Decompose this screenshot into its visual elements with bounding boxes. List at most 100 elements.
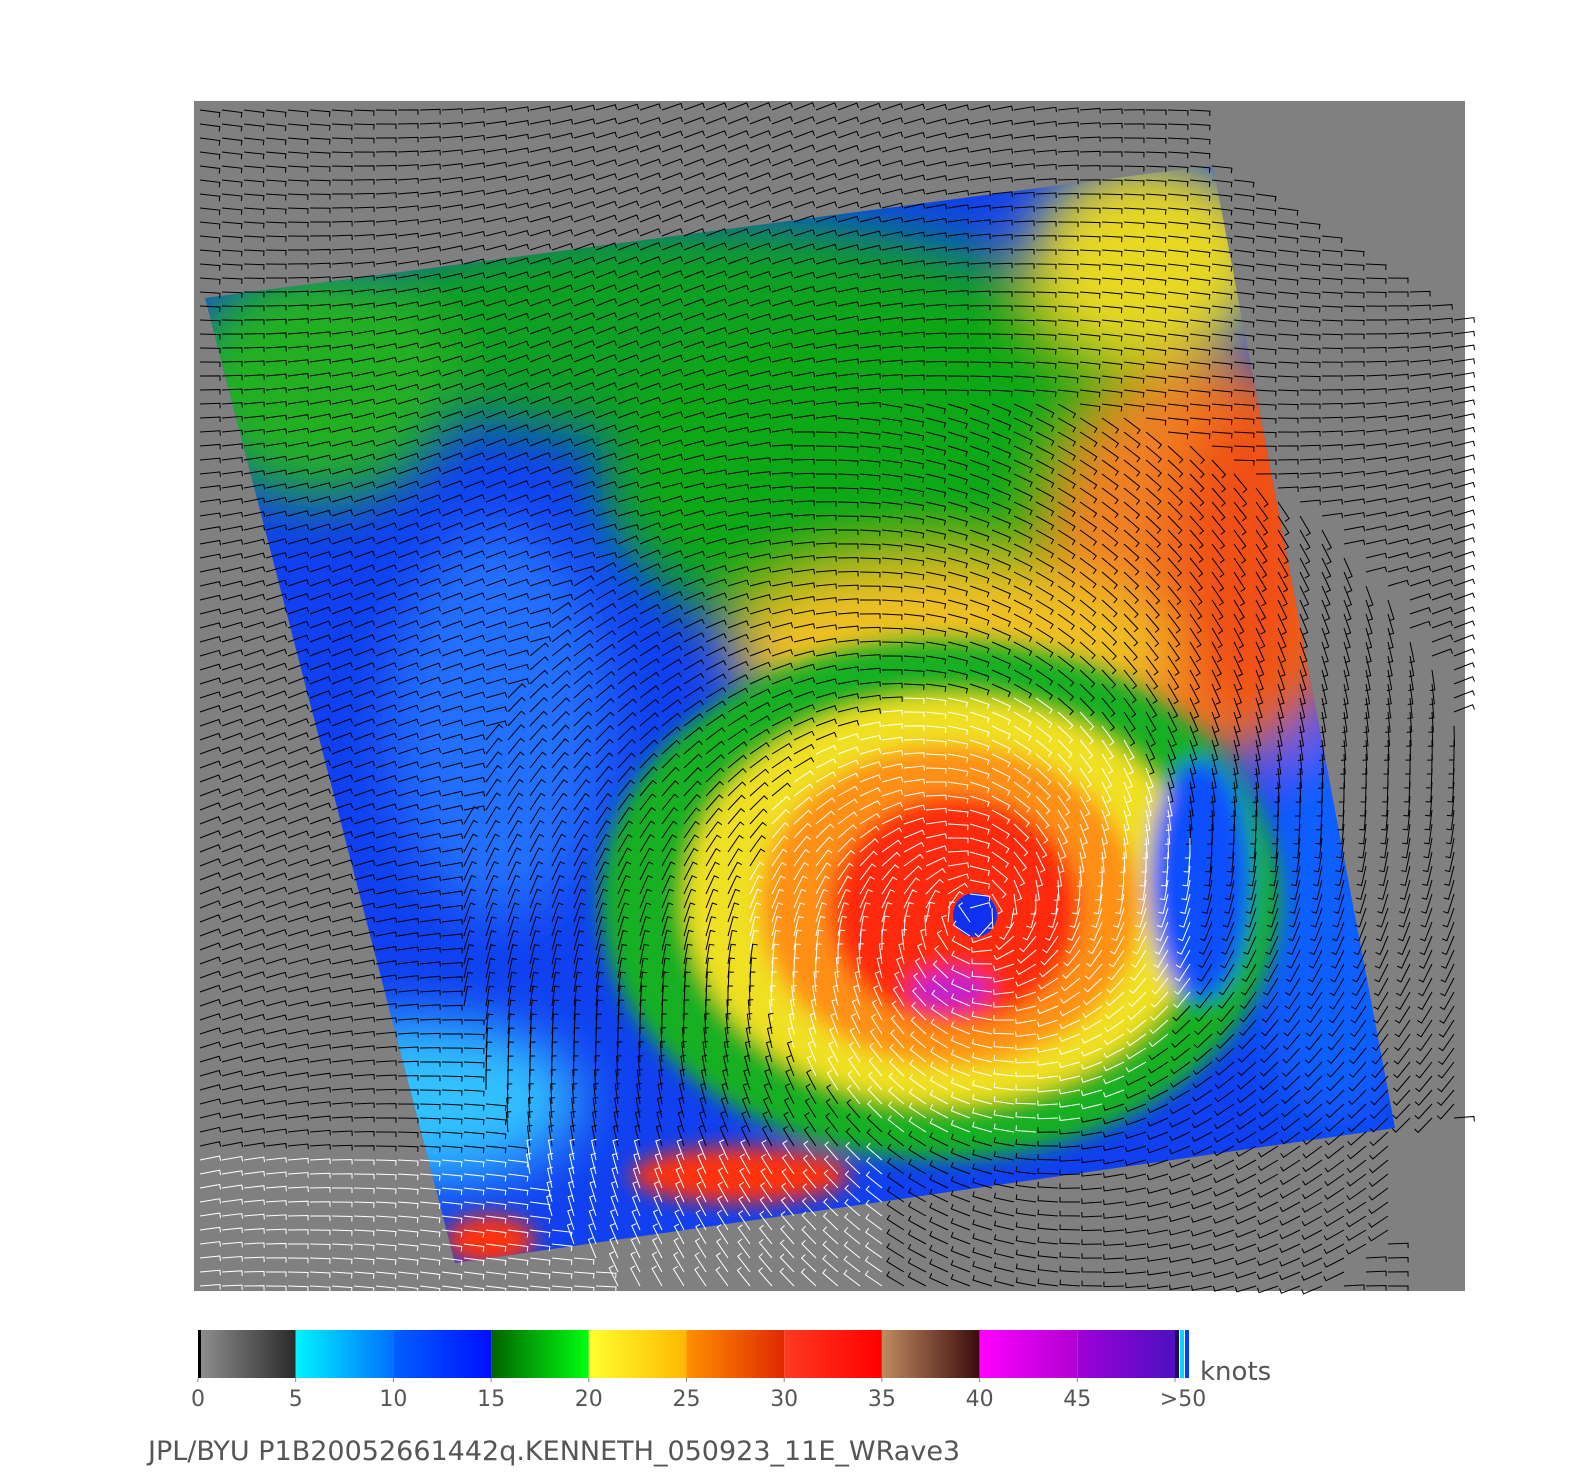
wind-vector: [837, 130, 859, 139]
wind-vector: [1168, 1215, 1191, 1222]
wind-vector: [749, 821, 767, 839]
wind-vector: [1324, 1187, 1345, 1200]
wind-vector: [243, 844, 265, 853]
wind-vector: [1343, 525, 1366, 532]
wind-vector: [683, 659, 705, 671]
wind-vector: [353, 931, 376, 937]
wind-vector: [1013, 837, 1029, 857]
wind-vector: [1421, 893, 1433, 914]
wind-vector: [865, 1171, 883, 1189]
wind-vector: [683, 270, 705, 279]
wind-vector: [1133, 921, 1147, 942]
wind-vector: [991, 431, 1012, 445]
wind-vector: [969, 473, 990, 486]
wind-vector: [397, 932, 420, 938]
wind-vector: [1280, 1131, 1301, 1145]
wind-vector: [199, 1112, 222, 1119]
wind-vector: [353, 439, 376, 447]
wind-vector: [463, 272, 486, 279]
wind-vector: [1297, 753, 1303, 775]
wind-vector: [1146, 1215, 1169, 1221]
wind-vector: [1167, 375, 1189, 384]
wind-vector: [309, 1144, 331, 1150]
wind-vector: [1417, 1005, 1433, 1024]
wind-vector: [837, 459, 859, 467]
wind-vector: [969, 219, 991, 225]
wind-vector: [419, 747, 442, 755]
wind-vector: [781, 1182, 795, 1203]
wind-vector: [837, 173, 860, 181]
wind-vector: [1035, 445, 1055, 460]
wind-vector: [683, 957, 692, 979]
wind-vector: [353, 536, 375, 545]
wind-vector: [199, 137, 221, 146]
wind-vector: [1211, 375, 1233, 384]
wind-vector: [1103, 1226, 1125, 1233]
wind-vector: [925, 103, 948, 111]
wind-vector: [199, 760, 221, 769]
wind-vector: [1080, 1089, 1103, 1097]
wind-vector: [551, 494, 573, 503]
wind-vector: [859, 640, 881, 647]
wind-vector: [1057, 669, 1075, 687]
wind-vector: [221, 999, 244, 1007]
wind-vector: [1057, 305, 1079, 313]
wind-vector: [331, 1087, 353, 1094]
wind-vector: [551, 354, 573, 363]
wind-vector: [1387, 305, 1409, 311]
wind-vector: [1167, 599, 1182, 620]
wind-vector: [243, 456, 266, 462]
wind-vector: [859, 812, 881, 825]
wind-vector: [1312, 865, 1323, 887]
wind-vector: [1420, 907, 1433, 928]
wind-vector: [1101, 543, 1119, 561]
wind-vector: [1365, 484, 1388, 490]
wind-vector: [1079, 767, 1092, 788]
wind-vector: [930, 1047, 949, 1063]
wind-vector: [375, 219, 397, 226]
wind-vector: [1204, 865, 1213, 887]
wind-vector: [1213, 1145, 1235, 1157]
wind-vector: [737, 1252, 751, 1273]
wind-vector: [1103, 1213, 1125, 1219]
wind-vector: [1304, 1061, 1323, 1078]
wind-vector: [573, 874, 587, 895]
wind-vector: [727, 674, 749, 685]
wind-vector: [463, 203, 486, 210]
wind-vector: [991, 347, 1013, 354]
wind-vector: [991, 879, 1007, 899]
wind-vector: [1156, 907, 1169, 928]
wind-vector: [925, 585, 947, 596]
wind-vector: [287, 844, 309, 853]
wind-vector: [529, 778, 546, 797]
wind-vector: [287, 1143, 309, 1150]
wind-vector: [661, 645, 683, 657]
wind-vector: [1259, 1075, 1279, 1091]
wind-vector: [903, 841, 925, 853]
wind-vector: [749, 384, 772, 391]
wind-vector: [1037, 1236, 1059, 1245]
wind-vector: [353, 845, 376, 853]
wind-vector: [1365, 388, 1387, 394]
wind-vector: [1167, 305, 1189, 314]
wind-vector: [265, 985, 288, 993]
wind-vector: [1255, 501, 1269, 522]
wind-vector: [910, 1030, 927, 1049]
wind-vector: [1079, 837, 1087, 860]
wind-vector: [1279, 1229, 1301, 1240]
wind-vector: [529, 201, 552, 209]
wind-vector: [1145, 333, 1167, 342]
wind-vector: [1357, 851, 1367, 873]
wind-vector: [1439, 991, 1455, 1011]
wind-vector: [793, 929, 803, 951]
wind-vector: [793, 200, 816, 209]
wind-vector: [1015, 1180, 1037, 1189]
wind-vector: [573, 1257, 595, 1265]
wind-vector: [331, 454, 354, 461]
wind-vector: [353, 288, 375, 295]
wind-vector: [771, 130, 793, 139]
wind-vector: [529, 861, 544, 881]
wind-vector: [1371, 1061, 1389, 1079]
wind-vector: [771, 662, 793, 671]
wind-vector: [793, 943, 801, 965]
